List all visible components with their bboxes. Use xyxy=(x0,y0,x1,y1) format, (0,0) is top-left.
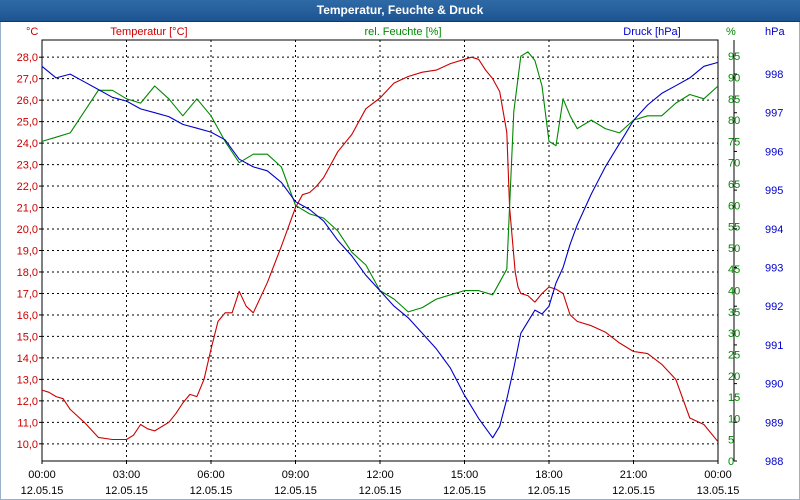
date-tick-label: 12.05.15 xyxy=(612,485,655,497)
humidity-tick-label: 75 xyxy=(728,136,740,148)
humidity-tick-label: 80 xyxy=(728,115,740,127)
window-title: Temperatur, Feuchte & Druck xyxy=(316,3,484,17)
chart-canvas: 10,0 11,0 12,0 13,0 14,0 15,0 16,0 17,0 18,0 19,0… xyxy=(17,26,786,497)
temp-tick-label: 28,0 xyxy=(17,52,38,64)
temp-tick-label: 19,0 xyxy=(17,246,38,258)
humidity-tick-label: 45 xyxy=(728,264,740,276)
temp-tick-label: 18,0 xyxy=(17,267,38,279)
pressure-tick-label: 993 xyxy=(765,263,783,275)
humidity-tick-label: 90 xyxy=(728,72,740,84)
temp-tick-label: 24,0 xyxy=(17,138,38,150)
temp-tick-label: 21,0 xyxy=(17,203,38,215)
pressure-tick-label: 989 xyxy=(765,417,783,429)
humidity-tick-label: 70 xyxy=(728,158,740,170)
humidity-tick-label: 15 xyxy=(728,392,740,404)
pressure-tick-label: 995 xyxy=(765,185,783,197)
pressure-tick-label: 988 xyxy=(765,456,783,468)
temp-tick-label: 15,0 xyxy=(17,331,38,343)
time-tick-label: 18:00 xyxy=(535,469,563,481)
temp-series-title: Temperatur [°C] xyxy=(110,26,187,38)
temp-tick-label: 13,0 xyxy=(17,374,38,386)
humidity-tick-label: 25 xyxy=(728,349,740,361)
time-tick-label: 15:00 xyxy=(451,469,479,481)
temp-tick-label: 27,0 xyxy=(17,74,38,86)
pressure-tick-label: 997 xyxy=(765,108,783,120)
humidity-tick-label: 40 xyxy=(728,286,740,298)
time-tick-label: 09:00 xyxy=(282,469,310,481)
humidity-series-title: rel. Feuchte [%] xyxy=(364,26,441,38)
temp-tick-label: 10,0 xyxy=(17,439,38,451)
humidity-tick-label: 10 xyxy=(728,413,740,425)
pressure-tick-label: 996 xyxy=(765,146,783,158)
pressure-tick-label: 991 xyxy=(765,340,783,352)
pressure-series-title: Druck [hPa] xyxy=(623,26,680,38)
temp-tick-label: 20,0 xyxy=(17,224,38,236)
humidity-tick-label: 60 xyxy=(728,200,740,212)
time-tick-label: 06:00 xyxy=(197,469,225,481)
date-tick-label: 12.05.15 xyxy=(359,485,402,497)
humidity-tick-label: 5 xyxy=(728,435,734,447)
pressure-tick-label: 994 xyxy=(765,224,783,236)
pressure-tick-label: 990 xyxy=(765,379,783,391)
humidity-tick-label: 20 xyxy=(728,371,740,383)
pressure-line xyxy=(41,61,719,439)
temp-tick-label: 26,0 xyxy=(17,95,38,107)
date-tick-label: 12.05.15 xyxy=(21,485,64,497)
date-tick-label: 12.05.15 xyxy=(443,485,486,497)
date-tick-label: 13.05.15 xyxy=(697,485,740,497)
time-tick-label: 21:00 xyxy=(620,469,648,481)
date-tick-label: 12.05.15 xyxy=(190,485,233,497)
humidity-unit-label: % xyxy=(726,26,736,38)
time-tick-label: 03:00 xyxy=(113,469,141,481)
temperature-line xyxy=(41,56,719,443)
time-tick-label: 00:00 xyxy=(704,469,732,481)
chart-frame: 10,0 11,0 12,0 13,0 14,0 15,0 16,0 17,0 18,0 19,0… xyxy=(0,22,800,500)
temp-tick-label: 17,0 xyxy=(17,288,38,300)
pressure-unit-label: hPa xyxy=(765,26,785,38)
humidity-tick-label: 0 xyxy=(728,456,734,468)
temp-tick-label: 22,0 xyxy=(17,181,38,193)
time-tick-label: 00:00 xyxy=(28,469,56,481)
date-tick-label: 12.05.15 xyxy=(528,485,571,497)
temp-tick-label: 23,0 xyxy=(17,160,38,172)
pressure-tick-label: 992 xyxy=(765,301,783,313)
date-tick-label: 12.05.15 xyxy=(274,485,317,497)
humidity-tick-label: 50 xyxy=(728,243,740,255)
temp-tick-label: 25,0 xyxy=(17,117,38,129)
date-tick-label: 12.05.15 xyxy=(105,485,148,497)
temp-unit-label: °C xyxy=(26,26,38,38)
temp-tick-label: 14,0 xyxy=(17,353,38,365)
temp-tick-label: 11,0 xyxy=(17,417,38,429)
humidity-tick-label: 85 xyxy=(728,94,740,106)
humidity-tick-label: 65 xyxy=(728,179,740,191)
humidity-line xyxy=(41,51,719,313)
humidity-tick-label: 55 xyxy=(728,222,740,234)
humidity-tick-label: 30 xyxy=(728,328,740,340)
humidity-tick-label: 95 xyxy=(728,51,740,63)
humidity-tick-label: 35 xyxy=(728,307,740,319)
title-bar: Temperatur, Feuchte & Druck xyxy=(0,0,800,22)
pressure-tick-label: 998 xyxy=(765,69,783,81)
temp-tick-label: 12,0 xyxy=(17,396,38,408)
temp-tick-label: 16,0 xyxy=(17,310,38,322)
time-tick-label: 12:00 xyxy=(366,469,394,481)
